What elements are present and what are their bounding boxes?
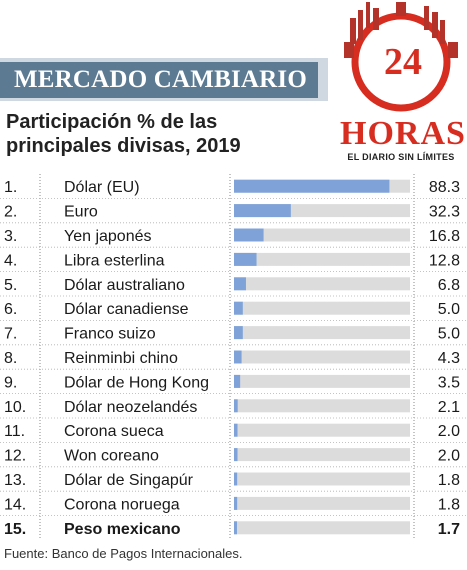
newspaper-logo-icon bbox=[344, 2, 458, 112]
bar-track bbox=[234, 228, 410, 242]
bar bbox=[234, 472, 238, 486]
value-label: 1.7 bbox=[438, 521, 460, 538]
bar-track bbox=[234, 277, 410, 291]
bar bbox=[234, 399, 238, 413]
value-label: 5.0 bbox=[438, 301, 460, 318]
bar bbox=[234, 423, 238, 437]
rank-label: 9. bbox=[4, 374, 17, 391]
header-bar bbox=[0, 62, 318, 98]
bar-track bbox=[234, 521, 410, 535]
bar bbox=[234, 374, 241, 388]
value-label: 2.0 bbox=[438, 448, 460, 465]
bar-track bbox=[234, 374, 410, 388]
value-label: 32.3 bbox=[429, 204, 460, 221]
category-label: Dólar (EU) bbox=[64, 179, 140, 196]
value-label: 1.8 bbox=[438, 472, 460, 489]
rank-label: 4. bbox=[4, 252, 17, 269]
rank-label: 12. bbox=[4, 448, 26, 465]
value-label: 3.5 bbox=[438, 374, 460, 391]
category-label: Peso mexicano bbox=[64, 521, 181, 538]
value-label: 5.0 bbox=[438, 326, 460, 343]
bar bbox=[234, 326, 243, 340]
rank-label: 6. bbox=[4, 301, 17, 318]
bar-track bbox=[234, 350, 410, 364]
category-label: Euro bbox=[64, 204, 98, 221]
category-label: Won coreano bbox=[64, 448, 159, 465]
bar-track bbox=[234, 472, 410, 486]
rank-label: 15. bbox=[4, 521, 26, 538]
category-label: Corona noruega bbox=[64, 496, 180, 513]
bar bbox=[234, 228, 264, 242]
category-label: Corona sueca bbox=[64, 423, 164, 440]
category-label: Franco suizo bbox=[64, 326, 156, 343]
bar-track bbox=[234, 399, 410, 413]
category-label: Dólar de Singapúr bbox=[64, 472, 194, 489]
category-label: Reinminbi chino bbox=[64, 350, 178, 367]
bar-track bbox=[234, 252, 410, 266]
value-label: 12.8 bbox=[429, 252, 460, 269]
logo-number: 24 bbox=[384, 41, 422, 83]
category-label: Dólar de Hong Kong bbox=[64, 374, 209, 391]
value-label: 16.8 bbox=[429, 228, 460, 245]
rank-label: 3. bbox=[4, 228, 17, 245]
bar-track bbox=[234, 423, 410, 437]
rank-label: 14. bbox=[4, 496, 26, 513]
bar-track bbox=[234, 448, 410, 462]
category-label: Dólar neozelandés bbox=[64, 399, 197, 416]
bar bbox=[234, 301, 243, 315]
value-label: 88.3 bbox=[429, 179, 460, 196]
rank-label: 1. bbox=[4, 179, 17, 196]
bar bbox=[234, 448, 238, 462]
category-label: Yen japonés bbox=[64, 228, 152, 245]
value-label: 4.3 bbox=[438, 350, 460, 367]
category-label: Dólar canadiense bbox=[64, 301, 189, 318]
bar bbox=[234, 204, 291, 218]
rank-label: 8. bbox=[4, 350, 17, 367]
rank-label: 2. bbox=[4, 204, 17, 221]
bar-track bbox=[234, 326, 410, 340]
bar-track bbox=[234, 496, 410, 510]
bar bbox=[234, 350, 242, 364]
rank-label: 7. bbox=[4, 326, 17, 343]
bar bbox=[234, 252, 257, 266]
rank-label: 11. bbox=[4, 423, 25, 440]
logo-tagline: EL DIARIO SIN LÍMITES bbox=[347, 152, 455, 162]
bar bbox=[234, 521, 237, 535]
value-label: 2.0 bbox=[438, 423, 460, 440]
rank-label: 10. bbox=[4, 399, 26, 416]
bar bbox=[234, 277, 246, 291]
bar-track bbox=[234, 301, 410, 315]
bar bbox=[234, 179, 390, 193]
rank-label: 5. bbox=[4, 277, 17, 294]
category-label: Dólar australiano bbox=[64, 277, 185, 294]
logo-brand: HORAS bbox=[340, 115, 466, 152]
source-note: Fuente: Banco de Pagos Internacionales. bbox=[4, 546, 243, 561]
value-label: 1.8 bbox=[438, 496, 460, 513]
value-label: 2.1 bbox=[438, 399, 460, 416]
header-title: MERCADO CAMBIARIO bbox=[14, 66, 307, 93]
bar bbox=[234, 496, 238, 510]
rank-label: 13. bbox=[4, 472, 26, 489]
chart-title: Participación % de las principales divis… bbox=[6, 111, 241, 157]
value-label: 6.8 bbox=[438, 277, 460, 294]
category-label: Libra esterlina bbox=[64, 252, 165, 269]
